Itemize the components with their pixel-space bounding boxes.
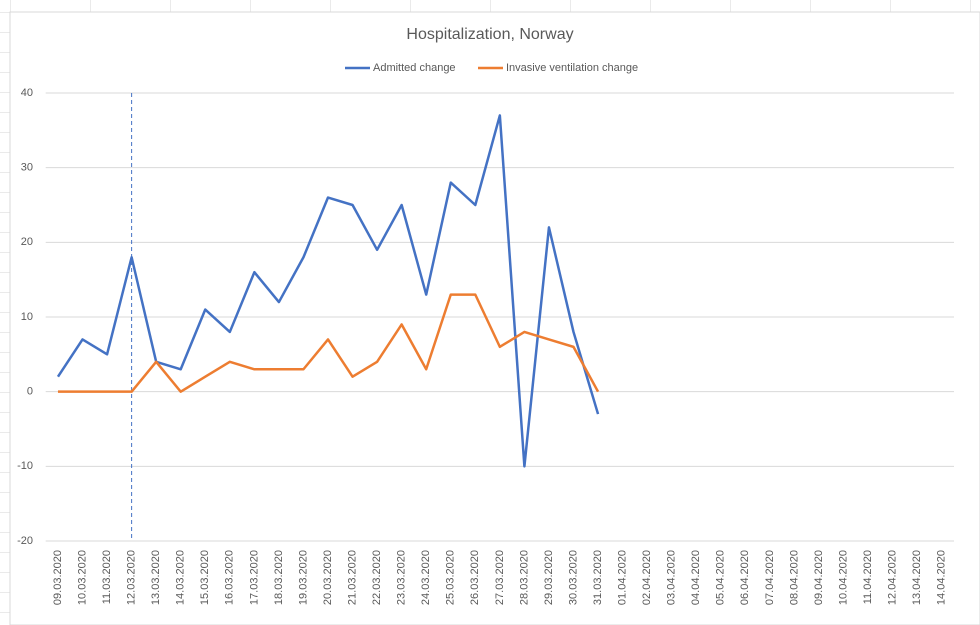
y-tick-label: 10 xyxy=(21,311,33,323)
x-tick-label: 26.03.2020 xyxy=(469,550,481,605)
x-tick-label: 13.04.2020 xyxy=(911,550,923,605)
x-tick-label: 23.03.2020 xyxy=(396,550,408,605)
x-tick-label: 14.03.2020 xyxy=(175,550,187,605)
x-tick-label: 04.04.2020 xyxy=(690,550,702,605)
x-tick-label: 10.03.2020 xyxy=(76,550,88,605)
y-tick-label: -20 xyxy=(17,535,33,547)
x-tick-label: 15.03.2020 xyxy=(199,550,211,605)
x-tick-label: 11.04.2020 xyxy=(862,550,874,604)
series-line xyxy=(57,293,600,393)
x-tick-label: 22.03.2020 xyxy=(371,550,383,605)
y-tick-label: 40 xyxy=(21,87,33,99)
y-tick-label: 20 xyxy=(21,236,33,248)
x-tick-label: 03.04.2020 xyxy=(666,550,678,605)
x-tick-label: 12.04.2020 xyxy=(887,550,899,605)
x-tick-label: 20.03.2020 xyxy=(322,550,334,605)
x-tick-label: 18.03.2020 xyxy=(273,550,285,605)
y-tick-label: -10 xyxy=(17,460,33,472)
series-line xyxy=(56,114,600,468)
x-tick-label: 10.04.2020 xyxy=(837,550,849,605)
x-tick-label: 09.03.2020 xyxy=(52,550,64,605)
x-tick-label: 06.04.2020 xyxy=(739,550,751,605)
y-tick-label: 0 xyxy=(27,386,33,398)
x-tick-label: 29.03.2020 xyxy=(543,550,555,605)
x-tick-label: 11.03.2020 xyxy=(101,550,113,604)
x-tick-label: 13.03.2020 xyxy=(150,550,162,605)
x-tick-label: 12.03.2020 xyxy=(126,550,138,605)
x-tick-label: 16.03.2020 xyxy=(224,550,236,605)
chart-area xyxy=(9,11,980,625)
x-tick-label: 08.04.2020 xyxy=(788,550,800,605)
x-tick-label: 27.03.2020 xyxy=(494,550,506,605)
x-tick-label: 25.03.2020 xyxy=(445,550,457,605)
x-tick-label: 09.04.2020 xyxy=(813,550,825,605)
x-tick-label: 30.03.2020 xyxy=(567,550,579,605)
x-tick-label: 02.04.2020 xyxy=(641,550,653,605)
x-tick-label: 21.03.2020 xyxy=(346,550,358,605)
x-tick-label: 17.03.2020 xyxy=(248,550,260,605)
y-tick-label: 30 xyxy=(21,162,33,174)
x-tick-label: 05.04.2020 xyxy=(715,550,727,605)
legend-label: Invasive ventilation change xyxy=(506,62,638,74)
x-tick-label: 19.03.2020 xyxy=(297,550,309,605)
x-tick-label: 28.03.2020 xyxy=(518,550,530,605)
x-tick-label: 07.04.2020 xyxy=(764,550,776,605)
x-tick-label: 24.03.2020 xyxy=(420,550,432,605)
x-tick-label: 31.03.2020 xyxy=(592,550,604,605)
x-tick-label: 01.04.2020 xyxy=(616,550,628,605)
legend-label: Admitted change xyxy=(373,62,456,74)
chart-title: Hospitalization, Norway xyxy=(406,26,573,43)
x-tick-label: 14.04.2020 xyxy=(936,550,948,605)
